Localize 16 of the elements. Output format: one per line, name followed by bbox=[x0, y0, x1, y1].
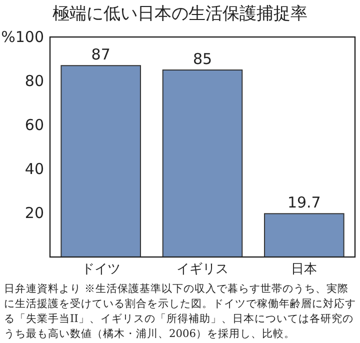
data-label: 19.7 bbox=[287, 194, 321, 212]
text: 日弁連資料より ※生活保護基準以下の収入で暮らす世帯のうち、実際に生活援護を受けている割合を示した図。ドイツで稼働年齢層に対応する「失業手当II」、イギリスの「所得補助」、日本については各研究のうち最も高い数値（橘木・浦川、2006）を採用し、比較。 bbox=[4, 282, 357, 342]
x-tick-label: 日本 bbox=[291, 262, 318, 277]
bar bbox=[162, 70, 243, 258]
bar bbox=[60, 65, 141, 258]
y-tick-label: 40 bbox=[24, 160, 44, 178]
y-tick-label: %100 bbox=[1, 28, 44, 46]
y-tick-label: 80 bbox=[24, 72, 44, 90]
chart-title: 極端に低い日本の生活保護捕捉率 bbox=[52, 3, 308, 25]
data-label: 87 bbox=[91, 46, 110, 64]
x-tick-label: ドイツ bbox=[81, 262, 120, 277]
bar bbox=[264, 213, 344, 258]
x-tick-label: イギリス bbox=[176, 262, 228, 277]
y-tick-label: 60 bbox=[24, 116, 44, 134]
data-label: 85 bbox=[192, 50, 212, 68]
y-tick-label: 20 bbox=[24, 204, 44, 222]
